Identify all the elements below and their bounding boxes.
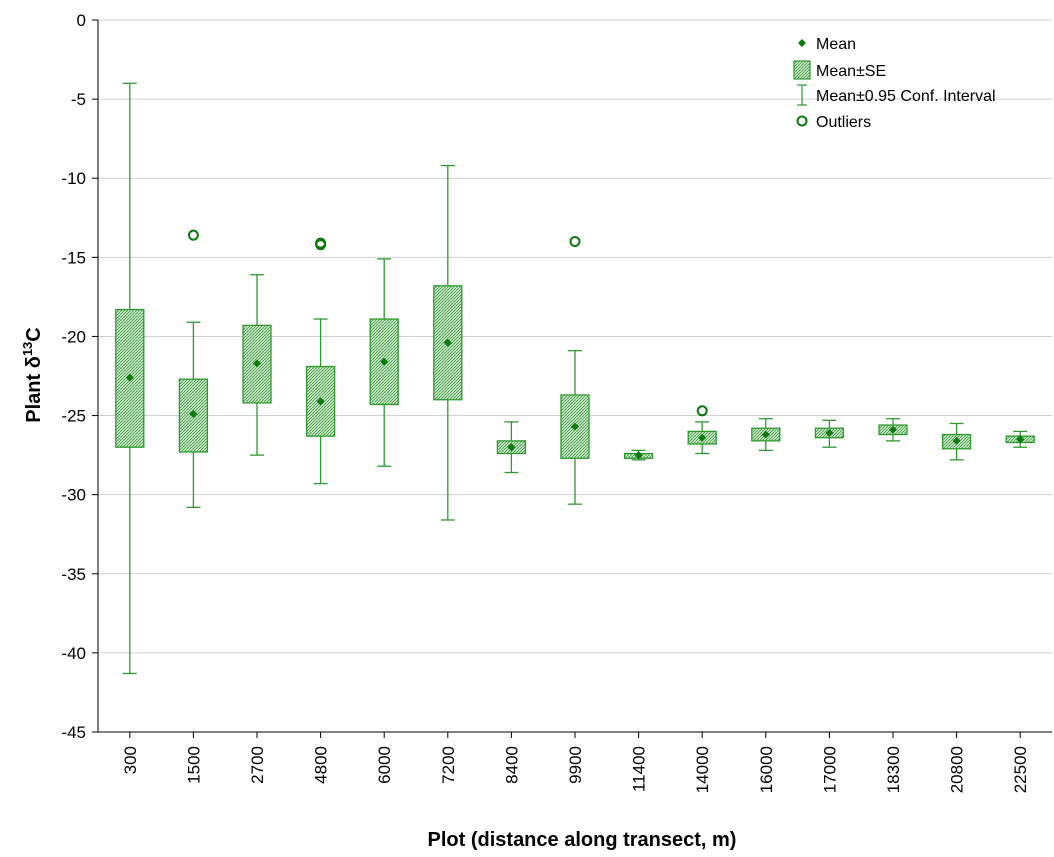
x-tick-label: 7200 [439,746,458,784]
axes [92,19,1052,738]
outlier-marker [187,229,199,241]
x-tick-label: 20800 [948,746,967,793]
legend-label: Mean±SE [816,63,886,80]
y-axis-title-prefix: Plant δ [23,356,45,423]
outlier-markers [187,229,708,417]
x-tick-label: 300 [121,746,140,774]
y-tick-label: 0 [77,11,86,30]
x-tick-label: 11400 [630,746,649,792]
se-box [369,318,399,406]
legend-se-icon [793,60,811,80]
x-tick-labels: 300 1500 2700 4800 6000 7200 8400 9900 11400 1400… [121,746,1030,793]
x-tick-label: 22500 [1011,746,1030,793]
mean-marker [698,433,707,442]
x-tick-label: 6000 [375,746,394,784]
mean-marker [825,428,834,437]
mean-marker [889,425,897,434]
x-tick-label: 16000 [757,746,776,793]
outlier-marker [696,405,708,417]
y-tick-label: -40 [61,644,86,663]
mean-marker [125,373,134,382]
x-tick-label: 8400 [502,746,521,784]
mean-marker [761,430,770,439]
y-tick-labels: 0 -5 -10 -15 -20 -25 -30 -35 -40 -45 [61,11,86,742]
x-tick-label: 9900 [566,746,585,784]
y-tick-label: -45 [61,723,86,742]
y-axis-title: Plant δ13C [20,327,45,423]
legend-outlier-icon [796,115,808,127]
mean-markers [125,338,1025,460]
mean-marker [253,359,261,368]
mean-marker [443,338,452,347]
x-axis-title: Plot (distance along transect, m) [428,829,737,851]
mean-marker [316,397,325,406]
y-tick-label: -5 [71,90,86,109]
gridlines [98,19,1052,654]
x-tick-label: 2700 [248,746,267,784]
legend-label: Outliers [816,114,871,131]
x-tick-label: 14000 [693,746,712,793]
mean-marker [571,422,579,431]
mean-marker [634,451,643,460]
legend-mean-icon [798,39,806,47]
legend: Mean Mean±SE Mean±0.95 Conf. Interval Outli… [793,36,996,131]
y-tick-label: -15 [61,248,86,267]
x-tick-label: 18300 [884,746,903,793]
outlier-marker [569,236,581,248]
y-tick-label: -20 [61,327,86,346]
legend-label: Mean [816,36,856,53]
y-axis-title-superscript: 13 [20,342,35,356]
mean-marker [189,409,198,418]
y-tick-label: -35 [61,565,86,584]
y-axis-title-suffix: C [23,327,45,341]
x-tick-label: 4800 [312,746,331,784]
y-tick-label: -10 [61,169,86,188]
x-tick-label: 17000 [820,746,839,793]
outlier-marker [315,239,327,251]
mean-marker [1016,435,1025,444]
mean-marker [507,443,516,452]
y-tick-label: -30 [61,486,86,505]
x-tick-label: 1500 [184,746,203,784]
mean-marker [952,436,961,445]
legend-label: Mean±0.95 Conf. Interval [816,88,996,105]
mean-marker [380,357,389,366]
y-tick-label: -25 [61,407,86,426]
